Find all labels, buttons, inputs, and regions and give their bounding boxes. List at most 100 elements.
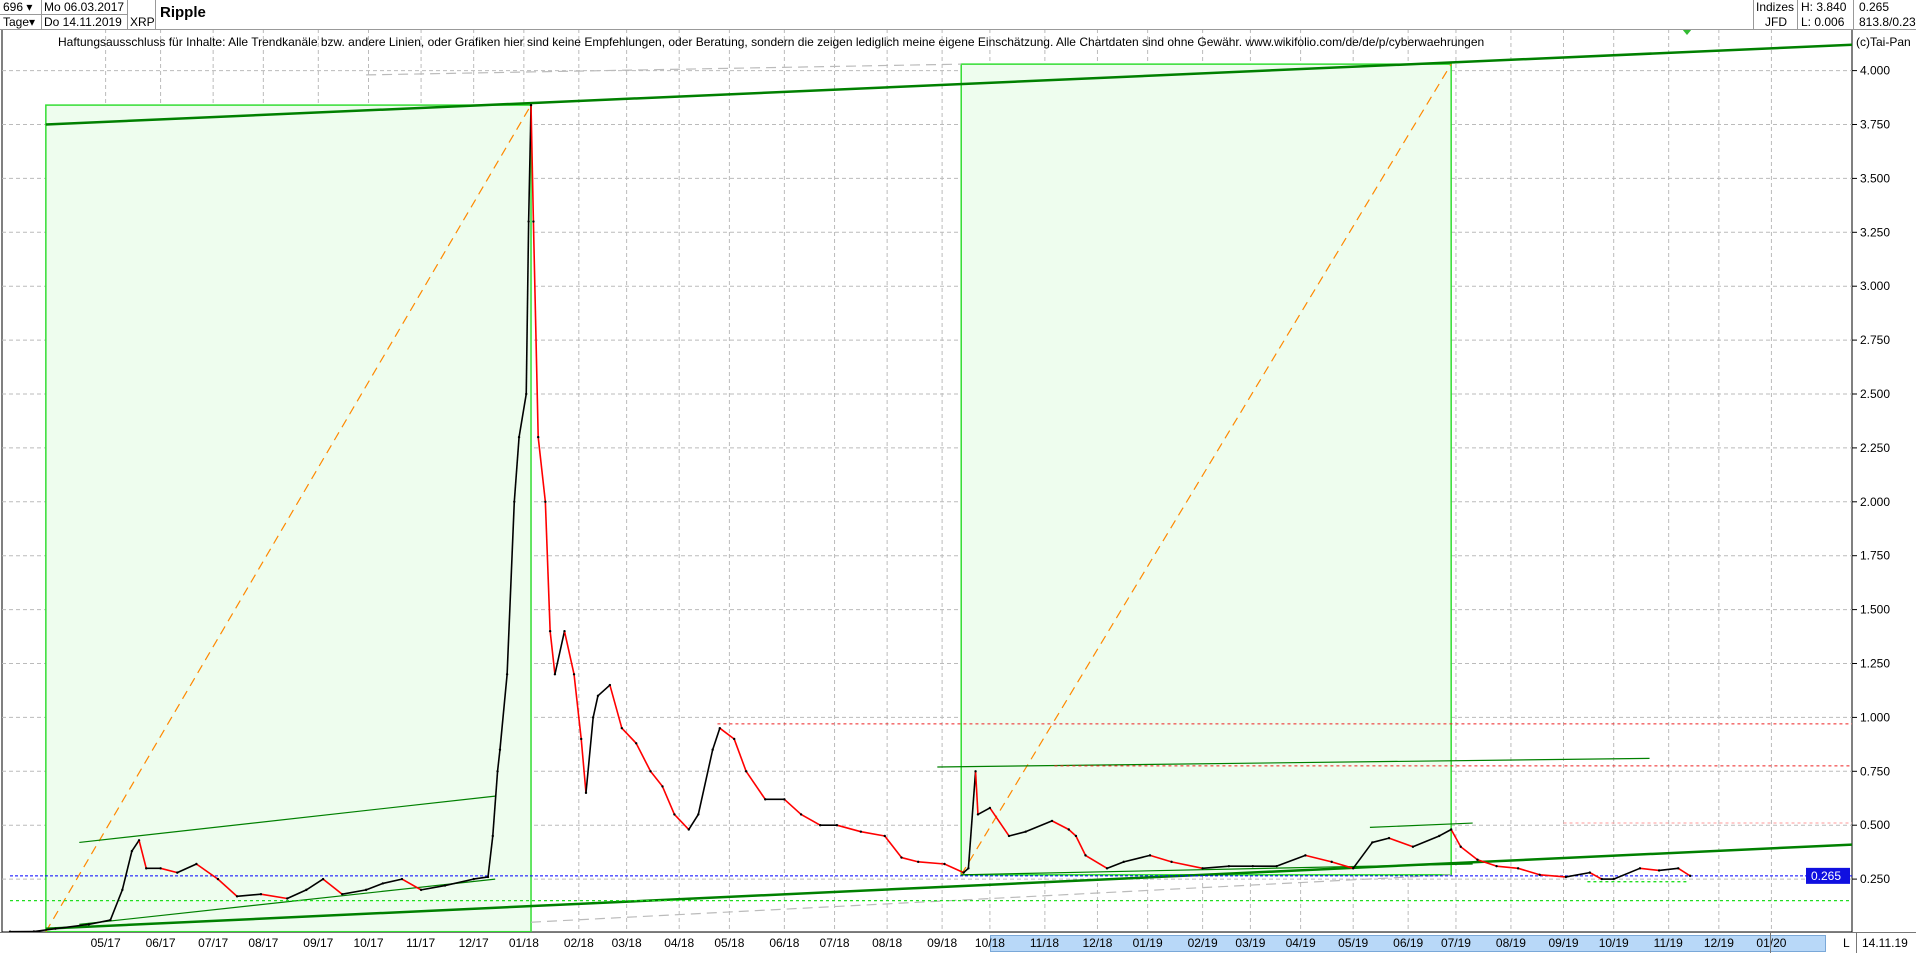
- price-point: [513, 501, 515, 503]
- price-point: [195, 863, 197, 865]
- period-select[interactable]: Tage▾: [3, 15, 35, 29]
- start-date[interactable]: Mo 06.03.2017: [44, 0, 124, 14]
- price-point: [530, 104, 532, 106]
- price-point: [109, 919, 111, 921]
- price-segment: [1540, 875, 1566, 877]
- x-tick-label: 08/19: [1496, 936, 1526, 950]
- price-point: [1170, 861, 1172, 863]
- price-segment: [598, 685, 610, 696]
- x-tick-label: 12/18: [1082, 936, 1112, 950]
- price-point: [554, 673, 556, 675]
- price-point: [537, 436, 539, 438]
- price-point: [1123, 861, 1125, 863]
- x-tick-label: 10/19: [1599, 936, 1629, 950]
- price-segment: [734, 739, 746, 771]
- price-point: [54, 927, 56, 929]
- x-tick-label: 12/17: [459, 936, 489, 950]
- price-segment: [622, 728, 636, 743]
- price-point: [609, 684, 611, 686]
- price-point: [365, 889, 367, 891]
- price-segment: [1497, 866, 1519, 868]
- projection-line[interactable]: [366, 64, 961, 75]
- price-point: [1677, 867, 1679, 869]
- price-point: [1538, 874, 1540, 876]
- price-segment: [586, 717, 593, 792]
- price-point: [673, 813, 675, 815]
- price-point: [580, 738, 582, 740]
- y-tick-label: 3.500: [1860, 171, 1890, 185]
- price-point: [88, 923, 90, 925]
- bar-count-select[interactable]: 696 ▾: [3, 0, 32, 14]
- x-tick-label: 11/17: [406, 936, 435, 950]
- price-point: [661, 785, 663, 787]
- price-point: [1084, 854, 1086, 856]
- price-segment: [698, 750, 712, 815]
- last-value: 0.265: [1859, 0, 1889, 14]
- price-point: [800, 813, 802, 815]
- x-tick-label: 12/19: [1704, 936, 1734, 950]
- bar-count: 696: [3, 0, 23, 14]
- price-point: [549, 630, 551, 632]
- price-segment: [564, 631, 574, 674]
- price-segment: [689, 814, 699, 829]
- x-tick-label: 01/20: [1756, 936, 1786, 950]
- price-point: [585, 792, 587, 794]
- instrument-title: Ripple: [160, 4, 206, 21]
- price-segment: [574, 674, 581, 739]
- price-point: [1689, 875, 1691, 877]
- price-point: [420, 889, 422, 891]
- price-point: [1075, 835, 1077, 837]
- price-point: [499, 749, 501, 751]
- x-tick-label: 09/18: [927, 936, 957, 950]
- x-tick-label: 04/18: [664, 936, 694, 950]
- price-segment: [837, 825, 861, 831]
- price-segment: [901, 858, 918, 862]
- price-point: [305, 889, 307, 891]
- price-segment: [674, 814, 688, 829]
- price-segment: [746, 771, 765, 799]
- x-tick-label: 06/18: [769, 936, 799, 950]
- high-value: H: 3.840: [1801, 0, 1846, 14]
- price-segment: [610, 685, 622, 728]
- x-tick-label: 10/17: [354, 936, 384, 950]
- price-point: [496, 770, 498, 772]
- price-segment: [720, 728, 734, 739]
- price-point: [621, 727, 623, 729]
- y-tick-label: 2.500: [1860, 387, 1890, 401]
- price-point: [783, 798, 785, 800]
- price-point: [943, 863, 945, 865]
- y-axis: 4.0003.7503.5003.2503.0002.7502.5002.250…: [1806, 64, 1890, 887]
- price-point: [1106, 867, 1108, 869]
- price-point: [989, 807, 991, 809]
- price-point: [573, 673, 575, 675]
- copyright-text: (c)Tai-Pan: [1856, 35, 1911, 49]
- price-point: [884, 835, 886, 837]
- price-point: [1589, 871, 1591, 873]
- x-tick-label: 05/18: [714, 936, 744, 950]
- end-date[interactable]: Do 14.11.2019: [44, 15, 122, 29]
- volume-info: 813.8/0.23: [1859, 15, 1916, 29]
- x-tick-label: 09/17: [303, 936, 333, 950]
- x-tick-label: 01/18: [509, 936, 539, 950]
- x-tick-label: 02/18: [564, 936, 594, 950]
- chevron-down-icon: ▾: [26, 0, 32, 14]
- price-segment: [593, 696, 598, 718]
- trend-line[interactable]: [46, 45, 1852, 125]
- price-point: [597, 695, 599, 697]
- price-point: [472, 878, 474, 880]
- price-segment: [784, 799, 801, 814]
- header-bar: 696 ▾ Tage▾ Mo 06.03.2017 Do 14.11.2019 …: [0, 0, 1916, 30]
- price-point: [527, 220, 529, 222]
- price-point: [1025, 830, 1027, 832]
- scale-mode[interactable]: L: [1843, 936, 1850, 950]
- period: Tage: [3, 15, 29, 29]
- price-point: [121, 889, 123, 891]
- y-tick-label: 2.250: [1860, 441, 1890, 455]
- price-point: [1304, 854, 1306, 856]
- price-segment: [662, 786, 674, 814]
- x-tick-label: 06/19: [1393, 936, 1423, 950]
- price-point: [1658, 869, 1660, 871]
- x-tick-label: 02/19: [1188, 936, 1218, 950]
